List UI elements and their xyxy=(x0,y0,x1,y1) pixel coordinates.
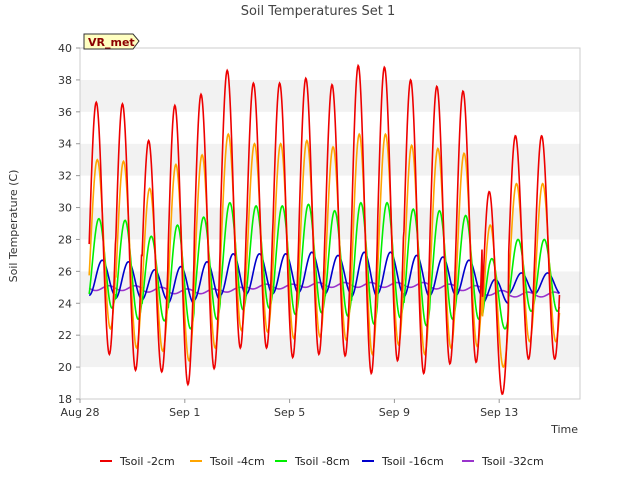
x-tick-label: Sep 13 xyxy=(480,406,518,419)
series-lines xyxy=(88,63,561,396)
y-tick-label: 18 xyxy=(58,393,72,406)
x-tick-label: Aug 28 xyxy=(61,406,100,419)
y-axis-label: Soil Temperature (C) xyxy=(7,170,20,283)
legend-label: Tsoil -4cm xyxy=(209,455,265,468)
y-tick-label: 30 xyxy=(58,202,72,215)
legend: Tsoil -2cm Tsoil -4cm Tsoil -8cm Tsoil -16c… xyxy=(100,455,544,468)
x-axis-ticks: Aug 28 Sep 1 Sep 5 Sep 9 Sep 13 xyxy=(61,399,518,419)
series-line-tsoil-2cm xyxy=(88,63,561,396)
plot-frame xyxy=(79,47,581,400)
x-tick-label: Sep 5 xyxy=(274,406,305,419)
y-tick-label: 20 xyxy=(58,361,72,374)
annotation-tag: VR_met xyxy=(83,33,140,50)
y-tick-label: 32 xyxy=(58,170,72,183)
grid-band xyxy=(80,111,580,144)
y-axis-ticks: 18 20 22 24 26 28 30 32 34 36 38 40 xyxy=(58,42,80,406)
legend-label: Tsoil -32cm xyxy=(481,455,544,468)
y-tick-label: 22 xyxy=(58,329,72,342)
chart-title: Soil Temperatures Set 1 xyxy=(241,4,396,19)
y-tick-label: 28 xyxy=(58,233,72,246)
y-tick-label: 38 xyxy=(58,74,72,87)
grid-band xyxy=(80,303,580,336)
y-tick-label: 24 xyxy=(58,297,72,310)
legend-label: Tsoil -16cm xyxy=(381,455,444,468)
grid-band xyxy=(80,48,580,80)
series-line-tsoil-4cm xyxy=(88,132,561,369)
legend-label: Tsoil -8cm xyxy=(294,455,350,468)
grid-band xyxy=(80,367,580,399)
y-tick-label: 34 xyxy=(58,138,72,151)
annotation-text: VR_met xyxy=(88,36,135,49)
x-tick-label: Sep 1 xyxy=(169,406,200,419)
y-tick-label: 40 xyxy=(58,42,72,55)
y-tick-label: 36 xyxy=(58,106,72,119)
x-axis-label: Time xyxy=(550,423,578,436)
annotation-box xyxy=(83,33,140,50)
y-tick-label: 26 xyxy=(58,265,72,278)
legend-label: Tsoil -2cm xyxy=(119,455,175,468)
x-tick-label: Sep 9 xyxy=(379,406,410,419)
